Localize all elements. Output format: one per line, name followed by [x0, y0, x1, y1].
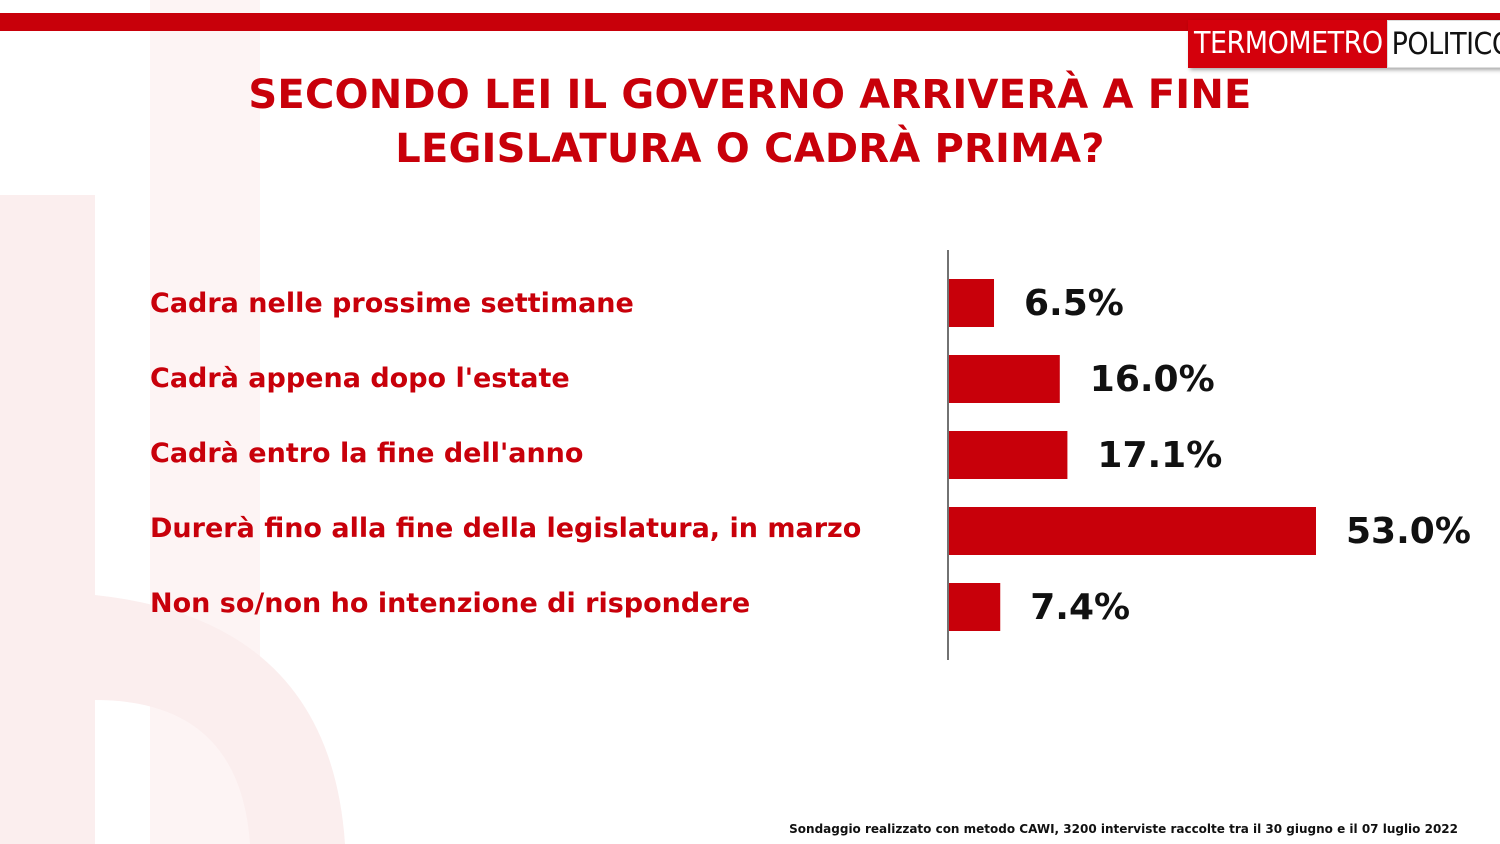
- category-label: Cadrà appena dopo l'estate: [150, 363, 570, 394]
- logo-part-red: TERMOMETRO: [1188, 20, 1387, 68]
- logo-part-white: POLITICO: [1386, 20, 1500, 68]
- termometro-politico-logo: TERMOMETRO POLITICO: [1188, 20, 1500, 68]
- bar: [949, 507, 1316, 555]
- top-red-bar: [0, 13, 1500, 31]
- bar: [949, 431, 1068, 479]
- bar: [949, 583, 1001, 631]
- data-label: 7.4%: [1030, 587, 1130, 628]
- bar: [949, 279, 995, 327]
- data-label: 17.1%: [1097, 435, 1222, 476]
- data-label: 53.0%: [1346, 511, 1471, 552]
- category-label: Cadra nelle prossime settimane: [150, 288, 634, 319]
- data-label: 6.5%: [1024, 283, 1124, 324]
- category-label: Durerà fino alla fine della legislatura,…: [150, 513, 862, 544]
- data-label: 16.0%: [1090, 359, 1215, 400]
- chart-title-line-1: SECONDO LEI IL GOVERNO ARRIVERÀ A FINE: [248, 72, 1252, 118]
- footnote: Sondaggio realizzato con metodo CAWI, 32…: [789, 822, 1458, 836]
- bar: [949, 355, 1060, 403]
- category-label: Cadrà entro la fine dell'anno: [150, 438, 584, 469]
- chart-title-line-2: LEGISLATURA O CADRÀ PRIMA?: [395, 126, 1105, 172]
- chart-title: SECONDO LEI IL GOVERNO ARRIVERÀ A FINE L…: [150, 68, 1350, 176]
- category-label: Non so/non ho intenzione di rispondere: [150, 588, 751, 619]
